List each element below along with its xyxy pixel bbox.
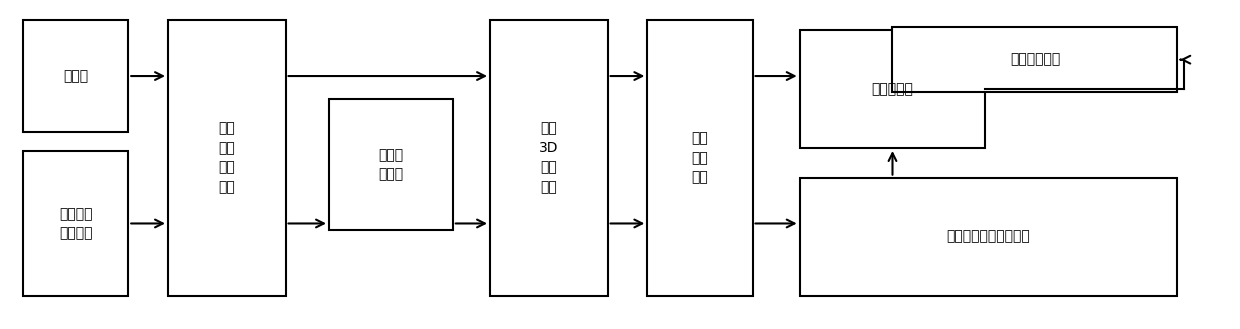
Text: 体外
循环
模块: 体外 循环 模块 (692, 132, 708, 185)
Bar (24, 151, 128, 295)
Bar (647, 20, 753, 295)
Bar (800, 178, 1177, 295)
Bar (800, 30, 986, 148)
Text: 数据
3D
打印
模块: 数据 3D 打印 模块 (539, 122, 558, 194)
Bar (329, 99, 453, 230)
Bar (24, 20, 128, 132)
Text: 先天性心
脏病患者: 先天性心 脏病患者 (58, 207, 93, 240)
Text: 正常人: 正常人 (63, 69, 88, 83)
Bar (167, 20, 285, 295)
Text: 模拟手
术模块: 模拟手 术模块 (378, 148, 403, 181)
Text: 模拟手术方案: 模拟手术方案 (1009, 53, 1060, 67)
Text: 患者侧枝血管生理参数: 患者侧枝血管生理参数 (946, 230, 1030, 243)
Bar (893, 27, 1177, 92)
Text: 标准对照表: 标准对照表 (872, 82, 914, 96)
Bar (490, 20, 608, 295)
Text: 数据
采集
处理
模块: 数据 采集 处理 模块 (218, 122, 236, 194)
